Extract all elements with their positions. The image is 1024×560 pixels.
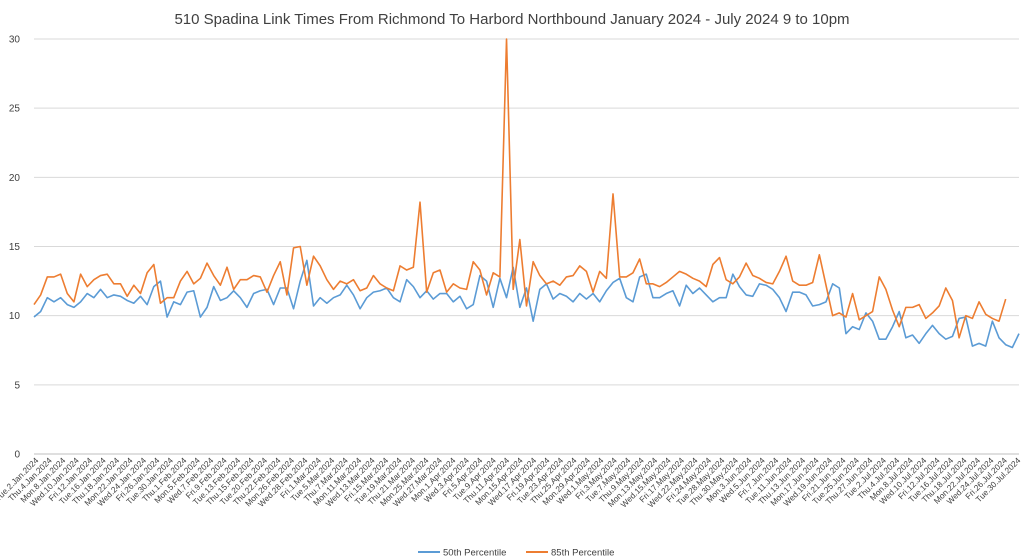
y-tick-label: 15	[9, 242, 21, 253]
y-axis-ticks: 0 5 10 15 20 25 30	[9, 35, 21, 461]
y-tick-label: 5	[14, 380, 20, 391]
y-tick-label: 0	[14, 450, 20, 461]
y-tick-label: 20	[9, 173, 21, 184]
legend: 50th Percentile 85th Percentile	[418, 548, 614, 559]
y-tick-label: 10	[9, 311, 21, 322]
legend-label-50th: 50th Percentile	[443, 548, 506, 559]
series-line-50th-percentile	[33, 259, 1020, 349]
series-line-85th-percentile	[33, 38, 1007, 339]
y-tick-label: 25	[9, 104, 21, 115]
chart-title: 510 Spadina Link Times From Richmond To …	[174, 11, 849, 28]
legend-label-85th: 85th Percentile	[551, 548, 614, 559]
y-tick-label: 30	[9, 35, 21, 46]
series-lines	[33, 38, 1020, 349]
gridlines	[34, 38, 1019, 455]
x-axis-ticks: Tue.2.Jan.2024Thu.4.Jan.2024Mon.8.Jan.20…	[0, 455, 1023, 509]
